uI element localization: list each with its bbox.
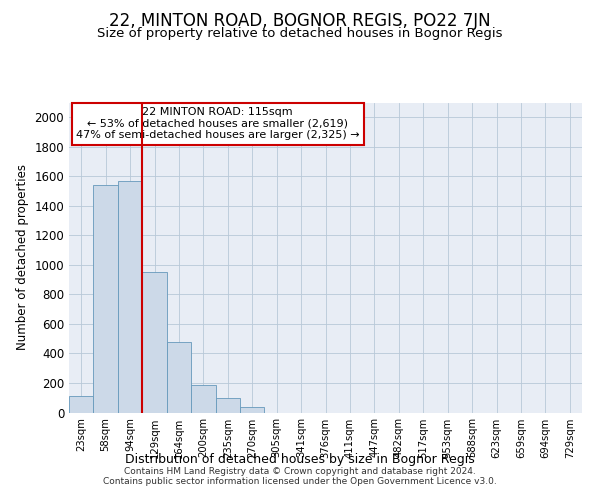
Text: 22, MINTON ROAD, BOGNOR REGIS, PO22 7JN: 22, MINTON ROAD, BOGNOR REGIS, PO22 7JN [109, 12, 491, 30]
Bar [94, 185, 118, 412]
Bar [167, 342, 191, 412]
Text: Size of property relative to detached houses in Bognor Regis: Size of property relative to detached ho… [97, 28, 503, 40]
Text: Distribution of detached houses by size in Bognor Regis: Distribution of detached houses by size … [125, 452, 475, 466]
Bar [118, 182, 142, 412]
Text: Contains HM Land Registry data © Crown copyright and database right 2024.: Contains HM Land Registry data © Crown c… [124, 467, 476, 476]
Text: 22 MINTON ROAD: 115sqm  
← 53% of detached houses are smaller (2,619)
47% of sem: 22 MINTON ROAD: 115sqm ← 53% of detached… [76, 107, 359, 140]
Bar [69, 396, 94, 412]
Bar [142, 272, 167, 412]
Bar [191, 385, 215, 412]
Y-axis label: Number of detached properties: Number of detached properties [16, 164, 29, 350]
Text: Contains public sector information licensed under the Open Government Licence v3: Contains public sector information licen… [103, 477, 497, 486]
Bar [215, 398, 240, 412]
Bar [240, 406, 265, 412]
